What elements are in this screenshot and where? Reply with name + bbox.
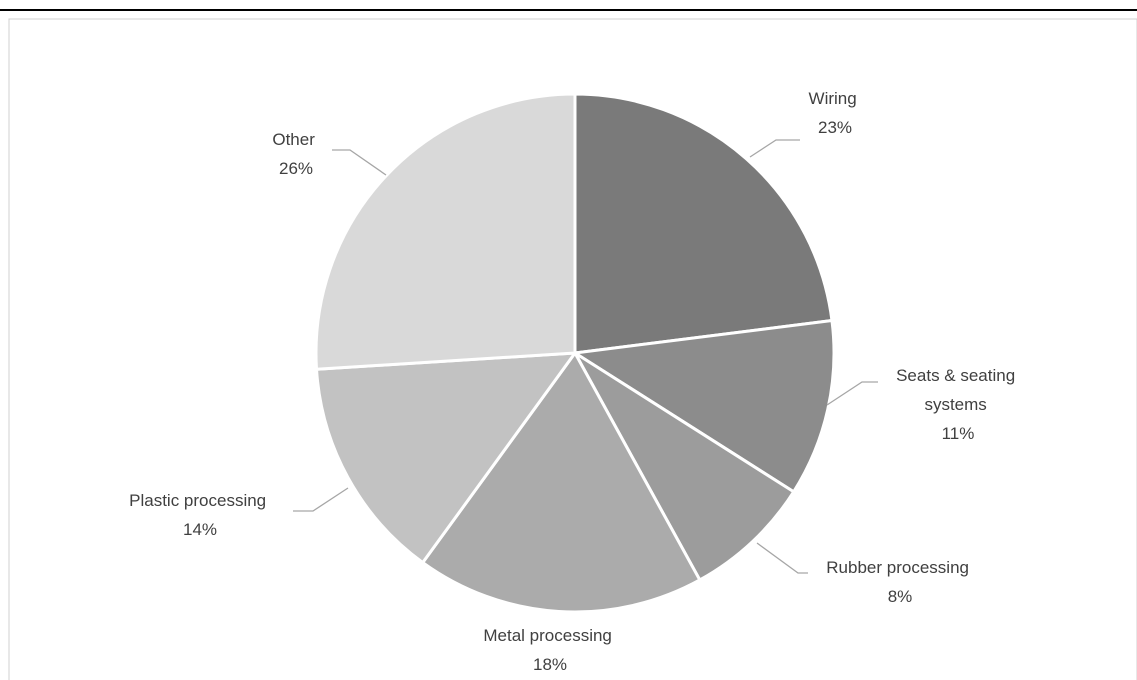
slice-plastic-processing [314, 351, 579, 565]
label-other: Other 26% [272, 130, 319, 178]
slice-metal-processing [420, 350, 702, 614]
leader-lines [293, 139, 878, 574]
slice-other [314, 92, 577, 371]
slice-rubber-processing [573, 351, 796, 582]
label-plastic-processing: Plastic processing 14% [129, 491, 271, 539]
leader-other [332, 149, 387, 176]
label-rubber-processing: Rubber processing 8% [826, 558, 973, 606]
leader-rubber-processing [756, 542, 808, 574]
data-labels: Wiring 23% Seats & seating systems 11% R… [129, 89, 1020, 674]
leader-wiring [749, 139, 800, 158]
label-seats-seating-systems: Seats & seating systems 11% [896, 366, 1020, 443]
leader-plastic-processing [293, 487, 349, 512]
slice-wiring [573, 92, 834, 355]
pie-slices [314, 92, 836, 614]
slice-seats-seating-systems [570, 318, 836, 494]
label-metal-processing: Metal processing 18% [483, 626, 616, 674]
chart-frame [8, 18, 1137, 680]
label-wiring: Wiring 23% [809, 89, 862, 137]
leader-seats-seating-systems [826, 381, 878, 406]
